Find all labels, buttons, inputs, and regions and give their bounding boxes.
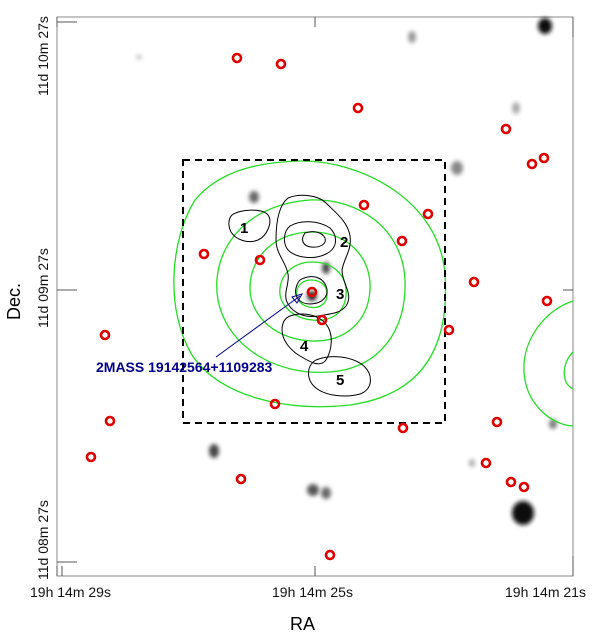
black-contour-region-5 [308, 356, 371, 397]
black-contours [228, 194, 371, 397]
y-tick-label-top: 11d 10m 27s [35, 16, 51, 96]
source-marker-23 [480, 457, 492, 469]
green-contour-outer [173, 160, 447, 408]
green-contour-3 [249, 231, 371, 342]
source-marker-3 [352, 102, 364, 114]
source-markers [85, 52, 553, 561]
annotation-arrow-head [291, 293, 304, 304]
source-marker-12 [468, 276, 480, 288]
star-blob [451, 161, 463, 175]
black-contour-region-3-inner [295, 276, 328, 305]
star-blob [512, 501, 534, 525]
green-contour-edge-inner [563, 351, 574, 390]
source-marker-20 [269, 398, 281, 410]
region-label-2: 2 [340, 234, 348, 251]
star-blob [249, 191, 259, 203]
source-marker-19 [85, 451, 97, 463]
annotation-arrow-line [215, 295, 301, 358]
star-blob [538, 18, 552, 34]
black-contour-region-2-core [302, 231, 326, 248]
source-marker-8 [422, 208, 434, 220]
green-contour-edge-outer [523, 300, 574, 427]
axis-ticks [56, 17, 574, 576]
source-marker-10 [254, 254, 266, 266]
source-marker-24 [235, 473, 247, 485]
region-label-5: 5 [336, 372, 344, 389]
source-marker-1 [231, 52, 243, 64]
source-marker-14 [306, 286, 318, 298]
x-axis-label: RA [290, 614, 315, 632]
source-marker-4 [500, 123, 512, 135]
dashed-region-box [182, 159, 446, 424]
source-marker-25 [505, 476, 517, 488]
region-label-3: 3 [336, 286, 344, 303]
x-tick-label-left: 19h 14m 29s [30, 584, 111, 600]
star-blob [307, 484, 319, 496]
source-marker-9 [198, 248, 210, 260]
source-marker-2 [275, 58, 287, 70]
source-marker-21 [397, 422, 409, 434]
source-marker-11 [396, 235, 408, 247]
y-tick-label-bottom: 11d 08m 27s [35, 500, 51, 580]
star-blob [321, 487, 331, 499]
star-blob [209, 444, 219, 458]
star-blob [512, 102, 520, 114]
source-marker-15 [316, 314, 328, 326]
black-contour-region-4 [281, 313, 332, 365]
green-contour-2 [216, 199, 406, 374]
black-contour-region-2-inner [283, 221, 336, 258]
black-contour-main [275, 194, 351, 317]
x-tick-label-center: 19h 14m 25s [272, 584, 353, 600]
source-marker-7 [358, 199, 370, 211]
green-contour-5 [295, 279, 328, 309]
y-tick-label-middle: 11d 09m 27s [35, 248, 51, 328]
green-contours [173, 160, 574, 427]
star-blob [136, 54, 142, 60]
source-marker-26 [518, 481, 530, 493]
source-marker-13 [541, 295, 553, 307]
star-blob [408, 31, 416, 43]
source-marker-17 [99, 329, 111, 341]
source-marker-27 [324, 549, 336, 561]
source-marker-16 [443, 324, 455, 336]
star-blob [469, 459, 475, 467]
y-axis-label: Dec. [4, 283, 24, 320]
source-marker-22 [491, 416, 503, 428]
image-background-sources [136, 18, 557, 525]
source-marker-5 [538, 152, 550, 164]
region-label-4: 4 [300, 338, 309, 355]
annotation-2mass-label: 2MASS 19142564+1109283 [96, 359, 273, 375]
region-label-1: 1 [240, 220, 248, 237]
source-marker-18 [104, 415, 116, 427]
black-contour-region-1 [228, 209, 271, 243]
source-marker-6 [526, 158, 538, 170]
x-tick-label-right: 19h 14m 21s [505, 584, 586, 600]
